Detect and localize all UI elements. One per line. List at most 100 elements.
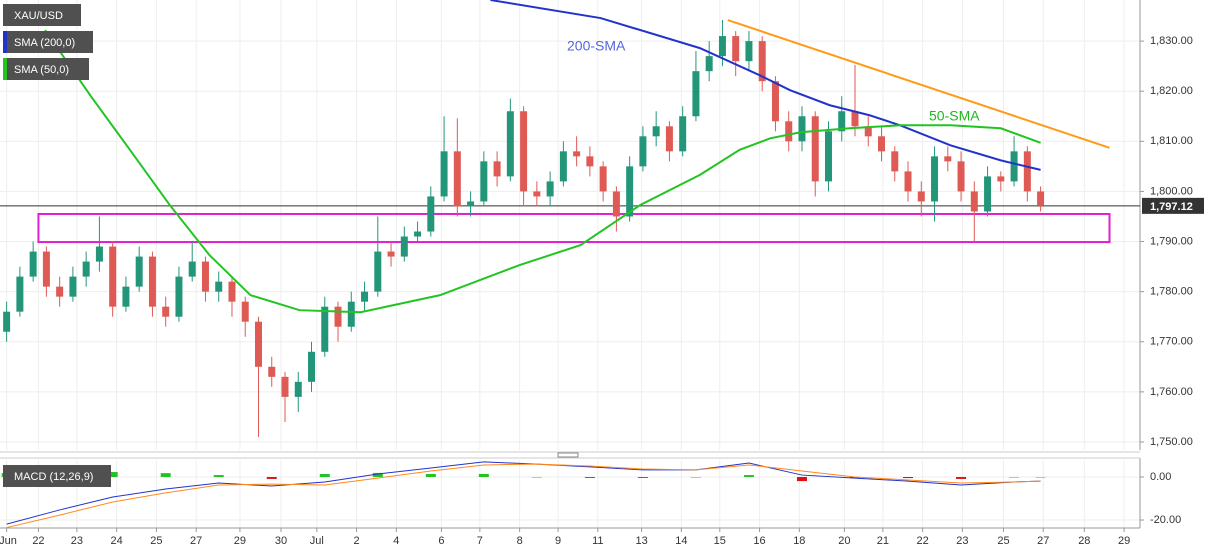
candle-body xyxy=(1010,151,1018,182)
x-tick-label: 11 xyxy=(592,535,603,547)
legend-swatch xyxy=(3,58,7,80)
candle-body xyxy=(917,191,925,202)
support-zone xyxy=(37,212,1111,244)
candle-body xyxy=(42,251,50,287)
sma-annotation: 50-SMA xyxy=(929,108,980,124)
candle-body xyxy=(440,151,448,197)
candle-body xyxy=(559,151,567,182)
candle-body xyxy=(718,36,726,57)
x-tick-label: 18 xyxy=(793,535,805,547)
candle-body xyxy=(453,151,461,207)
candle-body xyxy=(626,166,634,217)
candle-body xyxy=(997,176,1005,182)
candle-body xyxy=(254,321,262,367)
candle-body xyxy=(970,191,978,212)
histogram-bar xyxy=(1035,477,1046,478)
candle-body xyxy=(334,306,342,327)
x-tick-label: 7 xyxy=(477,535,483,547)
candle-body xyxy=(135,256,143,287)
last-price-box xyxy=(1142,197,1204,214)
candle-body xyxy=(838,111,846,132)
x-tick-label: Jul xyxy=(310,535,324,547)
candle-body xyxy=(824,131,832,182)
candle-body xyxy=(506,111,514,177)
candle-body xyxy=(228,281,236,302)
histogram-bar xyxy=(213,475,224,477)
histogram-bar xyxy=(690,477,701,478)
y-tick-label: 1,830.00 xyxy=(1150,35,1193,47)
candle-body xyxy=(148,256,156,307)
candle-body xyxy=(480,161,488,202)
candle-body xyxy=(520,111,528,192)
candle-body xyxy=(361,291,369,302)
x-tick-label: 29 xyxy=(234,535,246,547)
x-tick-label: Jun xyxy=(0,535,17,547)
last-price-label: 1,797.12 xyxy=(1150,201,1193,213)
candle-body xyxy=(864,126,872,137)
candle-body xyxy=(599,166,607,192)
candle-body xyxy=(705,56,713,72)
candle-body xyxy=(612,191,620,217)
candle-body xyxy=(95,246,103,262)
x-tick-label: 21 xyxy=(877,535,889,547)
candle-body xyxy=(175,276,183,317)
trend-line xyxy=(727,19,1110,149)
histogram-bar xyxy=(956,477,967,479)
candle-body xyxy=(904,171,912,192)
histogram-bar xyxy=(107,472,118,477)
candle-body xyxy=(347,301,355,327)
candle-body xyxy=(533,191,541,197)
candle-body xyxy=(294,381,302,397)
candle-body xyxy=(400,236,408,257)
candle-body xyxy=(162,306,170,317)
legend-box xyxy=(3,31,93,53)
candle-body xyxy=(878,136,886,152)
candle-body xyxy=(268,366,276,377)
histogram-bar xyxy=(637,477,648,478)
histogram-bar xyxy=(1009,477,1020,478)
candle-body xyxy=(56,286,64,297)
candle-body xyxy=(241,301,249,322)
candle-body xyxy=(586,156,594,167)
legend-label: SMA (200,0) xyxy=(14,37,75,49)
x-tick-label: 27 xyxy=(190,535,202,547)
candle-body xyxy=(3,311,11,332)
candle-body xyxy=(308,351,316,382)
candle-body xyxy=(891,151,899,172)
candle-body xyxy=(944,156,952,162)
histogram-bar xyxy=(425,473,436,477)
candle-body xyxy=(69,276,77,297)
histogram-bar xyxy=(478,473,489,477)
candle-body xyxy=(665,126,673,152)
x-tick-label: 23 xyxy=(956,535,968,547)
candle-body xyxy=(652,126,660,137)
y-tick-label: 1,820.00 xyxy=(1150,85,1193,97)
x-tick-label: 27 xyxy=(1037,535,1049,547)
histogram-bar xyxy=(372,472,383,477)
macd-label: MACD (12,26,9) xyxy=(14,471,93,483)
x-tick-label: 9 xyxy=(555,535,561,547)
y-tick-label: 0.00 xyxy=(1150,471,1171,483)
histogram-bar xyxy=(796,477,807,482)
candle-body xyxy=(467,201,475,207)
candle-body xyxy=(82,261,90,277)
candle-body xyxy=(851,111,859,127)
x-tick-label: 13 xyxy=(635,535,647,547)
candle-body xyxy=(546,181,554,197)
x-tick-label: 16 xyxy=(753,535,765,547)
y-tick-label: 1,780.00 xyxy=(1150,286,1193,298)
candle-body xyxy=(109,246,117,307)
sma-line xyxy=(44,29,1041,314)
y-tick-label: 1,750.00 xyxy=(1150,436,1193,448)
candle-body xyxy=(29,251,37,277)
legend-box xyxy=(3,4,81,26)
histogram-bar xyxy=(160,473,171,477)
candle-body xyxy=(427,196,435,232)
x-tick-label: 14 xyxy=(675,535,687,547)
legend-box xyxy=(3,465,111,487)
macd-line xyxy=(6,463,1041,529)
symbol-label: XAU/USD xyxy=(14,10,63,22)
candle-body xyxy=(1023,151,1031,192)
histogram-bar xyxy=(743,475,754,477)
candle-body xyxy=(493,161,501,177)
